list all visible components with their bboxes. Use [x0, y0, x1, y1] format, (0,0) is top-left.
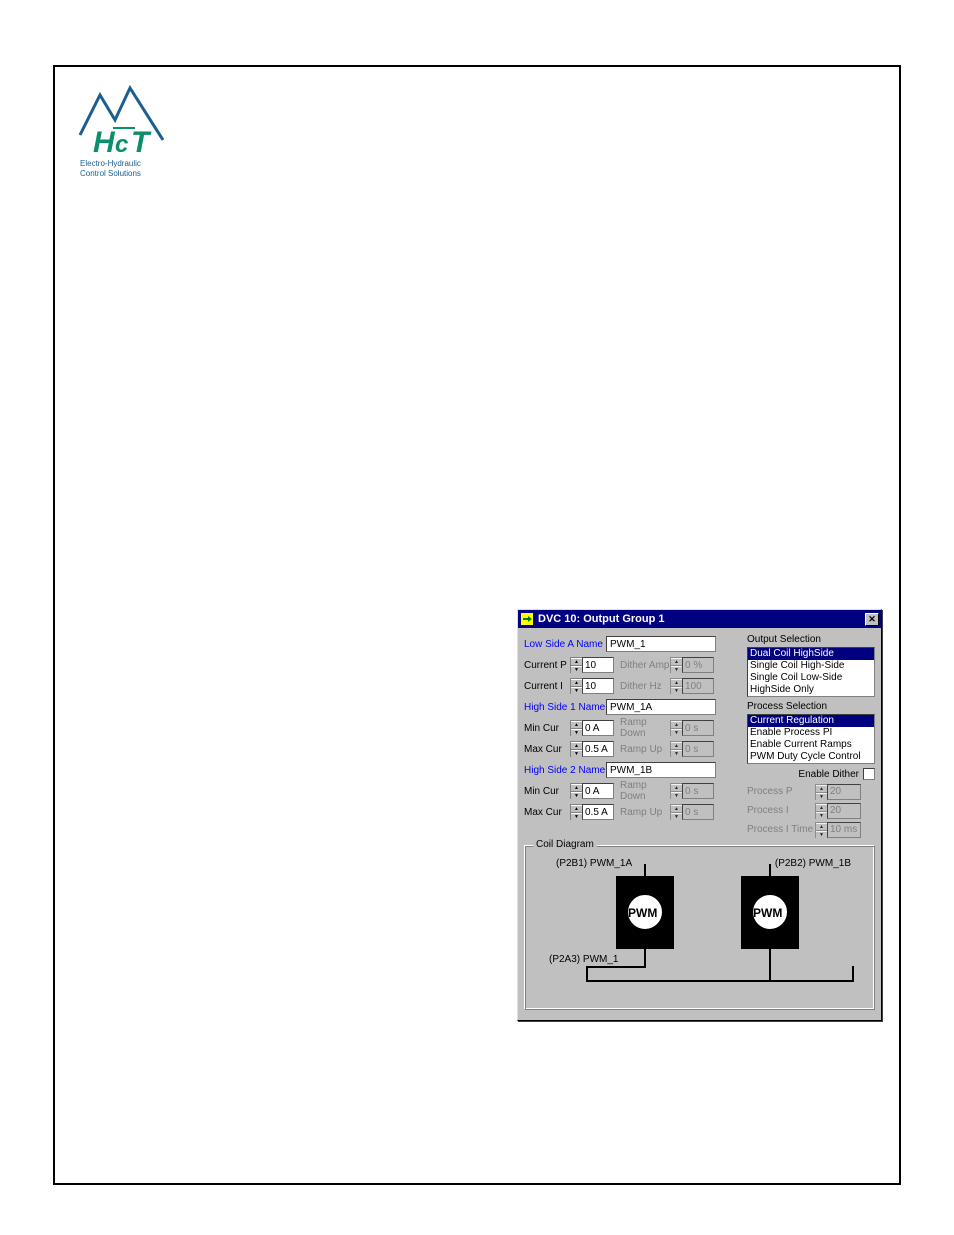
- low-side-a-label: Low Side A Name: [524, 639, 606, 650]
- pwm-coil-b: PWM: [750, 892, 790, 932]
- hs1-ramp-up-label: Ramp Up: [620, 744, 670, 755]
- enable-dither-label: Enable Dither: [798, 769, 859, 780]
- list-item[interactable]: HighSide Only: [748, 684, 874, 696]
- hs1-min-cur-label: Min Cur: [524, 723, 570, 734]
- hct-logo: H c T Electro-Hydraulic Control Solution…: [75, 80, 170, 180]
- current-p-spinner[interactable]: ▲▼: [570, 657, 614, 673]
- hs1-max-cur-spinner[interactable]: ▲▼: [570, 741, 614, 757]
- dialog-title: DVC 10: Output Group 1: [538, 613, 865, 625]
- hs1-ramp-up-spinner: ▲▼: [670, 741, 714, 757]
- list-item[interactable]: Enable Process PI: [748, 727, 874, 739]
- left-column: Low Side A Name Current P ▲▼ Dither Amp …: [524, 634, 742, 823]
- current-i-label: Current I: [524, 681, 570, 692]
- arrow-right-icon: [520, 612, 534, 626]
- list-item[interactable]: Single Coil Low-Side: [748, 672, 874, 684]
- coil-a-top-label: (P2B1) PWM_1A: [556, 858, 632, 869]
- hs1-min-cur-spinner[interactable]: ▲▼: [570, 720, 614, 736]
- hs2-ramp-down-label: Ramp Down: [620, 780, 670, 802]
- svg-text:T: T: [131, 126, 152, 159]
- process-i-spinner: ▲▼: [815, 803, 861, 819]
- dither-hz-label: Dither Hz: [620, 681, 670, 692]
- high-side-1-label: High Side 1 Name: [524, 702, 606, 713]
- hs2-min-cur-label: Min Cur: [524, 786, 570, 797]
- hs1-ramp-down-label: Ramp Down: [620, 717, 670, 739]
- svg-text:c: c: [115, 131, 128, 158]
- coil-diagram-frame: Coil Diagram (P2B1) PWM_1A (P2B2) PWM_1B…: [524, 845, 875, 1010]
- coil-bottom-label: (P2A3) PWM_1: [549, 954, 618, 965]
- svg-text:H: H: [93, 126, 116, 159]
- hs2-ramp-up-label: Ramp Up: [620, 807, 670, 818]
- coil-diagram: (P2B1) PWM_1A (P2B2) PWM_1B (P2A3) PWM_1…: [531, 854, 868, 999]
- process-i-label: Process I: [747, 805, 815, 816]
- hs1-max-cur-label: Max Cur: [524, 744, 570, 755]
- hs2-min-cur-spinner[interactable]: ▲▼: [570, 783, 614, 799]
- output-group-dialog: DVC 10: Output Group 1 ✕ Low Side A Name…: [517, 609, 882, 1021]
- coil-b-top-label: (P2B2) PWM_1B: [731, 858, 851, 869]
- high-side-2-label: High Side 2 Name: [524, 765, 606, 776]
- dither-amp-spinner: ▲▼: [670, 657, 714, 673]
- dither-amp-label: Dither Amp: [620, 660, 670, 671]
- low-side-a-input[interactable]: [606, 636, 716, 652]
- close-icon[interactable]: ✕: [865, 613, 879, 626]
- list-item[interactable]: Current Regulation: [748, 715, 874, 727]
- current-p-label: Current P: [524, 660, 570, 671]
- logo-subtitle-1: Electro-Hydraulic: [80, 159, 141, 168]
- list-item[interactable]: Dual Coil HighSide: [748, 648, 874, 660]
- high-side-2-input[interactable]: [606, 762, 716, 778]
- dither-hz-spinner: ▲▼: [670, 678, 714, 694]
- hs2-max-cur-label: Max Cur: [524, 807, 570, 818]
- hs1-ramp-down-spinner: ▲▼: [670, 720, 714, 736]
- process-selection-label: Process Selection: [747, 701, 875, 712]
- logo-subtitle-2: Control Solutions: [80, 169, 141, 178]
- list-item[interactable]: PWM Duty Cycle Control: [748, 751, 874, 763]
- process-i-time-spinner: ▲▼: [815, 822, 861, 838]
- list-item[interactable]: Enable Current Ramps: [748, 739, 874, 751]
- enable-dither-checkbox[interactable]: [863, 768, 875, 780]
- hs2-ramp-up-spinner: ▲▼: [670, 804, 714, 820]
- process-selection-list[interactable]: Current Regulation Enable Process PI Ena…: [747, 714, 875, 764]
- right-column: Output Selection Dual Coil HighSide Sing…: [747, 634, 875, 839]
- dialog-titlebar[interactable]: DVC 10: Output Group 1 ✕: [518, 610, 881, 628]
- output-selection-list[interactable]: Dual Coil HighSide Single Coil High-Side…: [747, 647, 875, 697]
- hs2-max-cur-spinner[interactable]: ▲▼: [570, 804, 614, 820]
- current-i-spinner[interactable]: ▲▼: [570, 678, 614, 694]
- process-i-time-label: Process I Time: [747, 824, 815, 835]
- process-p-label: Process P: [747, 786, 815, 797]
- process-p-spinner: ▲▼: [815, 784, 861, 800]
- high-side-1-input[interactable]: [606, 699, 716, 715]
- pwm-coil-a: PWM: [625, 892, 665, 932]
- list-item[interactable]: Single Coil High-Side: [748, 660, 874, 672]
- coil-diagram-label: Coil Diagram: [533, 839, 597, 850]
- hs2-ramp-down-spinner: ▲▼: [670, 783, 714, 799]
- output-selection-label: Output Selection: [747, 634, 875, 645]
